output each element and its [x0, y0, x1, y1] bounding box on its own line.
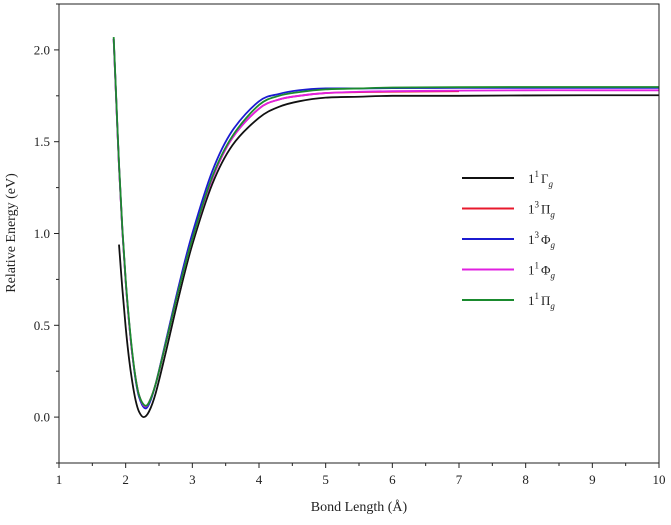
- y-tick-label: 1.0: [34, 226, 50, 241]
- x-tick-label: 10: [653, 472, 666, 487]
- legend: 11 Γg 13 Πg 13 Φg 11 Φg 11 Πg: [462, 169, 556, 311]
- axes: 1 2 3 4 5 6 7 8 9 10 0.0 0.5 1.0 1.5 2.0: [34, 3, 666, 487]
- x-tick-label: 9: [589, 472, 596, 487]
- x-tick-label: 6: [389, 472, 396, 487]
- x-axis-title: Bond Length (Å): [311, 499, 408, 515]
- plot-frame: [58, 3, 660, 464]
- x-tick-label: 5: [322, 472, 329, 487]
- x-tick-label: 1: [56, 472, 63, 487]
- x-tick-label: 8: [522, 472, 529, 487]
- y-axis-title: Relative Energy (eV): [4, 173, 19, 293]
- legend-label-5: 11 Πg: [528, 291, 555, 311]
- x-tick-label: 2: [122, 472, 129, 487]
- legend-label-4: 11 Φg: [528, 261, 556, 281]
- series-line-3: [112, 38, 659, 410]
- y-tick-label: 2.0: [34, 42, 50, 57]
- y-tick-label: 0.5: [34, 318, 50, 333]
- x-tick-label: 3: [189, 472, 196, 487]
- y-tick-label: 0.0: [34, 410, 50, 425]
- plot-lines: [112, 37, 660, 418]
- legend-label-1: 11 Γg: [528, 169, 554, 189]
- x-tick-label: 4: [256, 472, 263, 487]
- series-line-1: [118, 94, 660, 418]
- legend-label-2: 13 Πg: [528, 200, 555, 220]
- y-tick-label: 1.5: [34, 134, 50, 149]
- series-line-5: [112, 37, 659, 407]
- x-tick-label: 7: [456, 472, 463, 487]
- legend-label-3: 13 Φg: [528, 230, 556, 250]
